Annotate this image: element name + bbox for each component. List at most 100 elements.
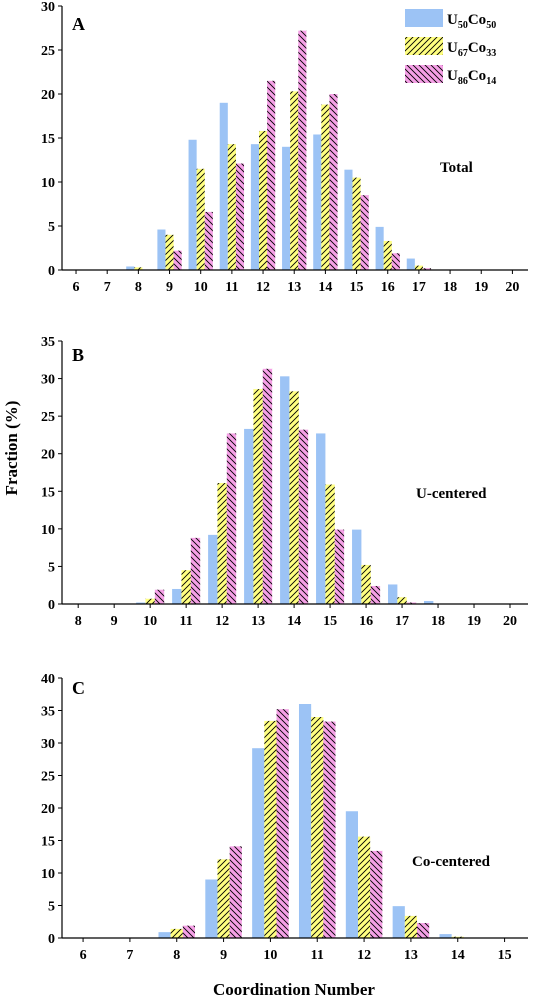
y-tick-label: 30 [41,373,55,388]
legend-u67co33-sub2: 33 [486,48,496,59]
x-tick-label: 19 [467,614,481,629]
x-tick-label: 13 [287,280,301,295]
bar-u86co14-cn11 [323,721,336,938]
bar-u50co50-cn14 [280,376,290,604]
bar-u67co33-cn10 [196,168,205,270]
y-tick-label: 0 [48,932,55,947]
bar-u67co33-cn16 [383,240,392,270]
bar-u67co33-cn15 [325,484,335,604]
bar-u86co14-cn12 [370,850,383,938]
legend-label-u86co14: U86Co14 [447,68,496,87]
bar-u67co33-cn17 [397,597,407,604]
y-tick-label: 15 [41,485,55,500]
bar-u50co50-cn9 [205,879,218,938]
bar-u67co33-cn13 [253,389,263,604]
panel-a-annotation: Total [440,160,473,176]
bar-u67co33-cn17 [414,265,423,270]
panel-b: B U-centered 0 5 10 15 20 25 30 35 8 9 10 11 12 13 14 1… [41,335,528,629]
legend-u67co33-base: U [447,40,458,56]
y-tick-label: 20 [41,802,55,817]
y-tick-label: 20 [41,448,55,463]
legend-u86co14-base: U [447,68,458,84]
x-tick-label: 15 [498,948,512,963]
x-tick-label: 13 [251,614,265,629]
panel-letter-c: C [72,678,85,698]
bar-u50co50-cn12 [250,144,259,270]
x-tick-label: 8 [135,280,142,295]
bar-u86co14-cn10 [276,709,289,938]
bar-u50co50-cn15 [316,433,326,604]
x-tick-label: 12 [357,948,371,963]
bars [136,368,434,604]
x-tick-label: 14 [451,948,465,963]
bar-u67co33-cn14 [451,936,464,938]
x-tick-label: 10 [194,280,208,295]
panel-b-annotation: U-centered [416,486,487,502]
x-tick-label: 12 [215,614,229,629]
bar-u86co14-cn9 [173,250,182,270]
x-tick-label: 19 [474,280,488,295]
y-tick-label: 15 [41,132,55,147]
y-tick-label: 35 [41,705,55,720]
y-tick-label: 10 [41,867,55,882]
y-tick-label: 10 [41,523,55,538]
legend-u86co14-sub1: 86 [458,76,468,87]
bar-u86co14-cn14 [298,429,309,604]
panel-c-annotation: Co-centered [412,854,491,870]
bar-u50co50-cn14 [439,934,452,938]
bar-u67co33-cn14 [289,391,299,604]
bars [158,704,464,938]
bar-u67co33-cn11 [311,717,324,938]
y-tick-label: 25 [41,44,55,59]
bar-u67co33-cn10 [145,598,155,604]
bar-u50co50-cn16 [375,226,384,270]
x-tick-label: 17 [412,280,426,295]
bar-u67co33-cn12 [217,483,227,604]
legend-u67co33-sub1: 67 [458,48,468,59]
y-tick-label: 5 [48,900,55,915]
legend-u50co50-sub2: 50 [486,20,496,31]
bar-u50co50-cn18 [424,600,434,604]
bar-u86co14-cn17 [422,268,432,270]
bar-u86co14-cn12 [226,433,237,604]
x-tick-label: 18 [443,280,457,295]
bar-u50co50-cn15 [344,169,353,270]
bar-u67co33-cn15 [352,177,361,270]
bar-u67co33-cn10 [264,720,277,938]
bar-u86co14-cn16 [370,585,381,604]
x-tick-label: 13 [404,948,418,963]
x-tick-label: 11 [225,280,238,295]
bar-u50co50-cn10 [188,139,197,270]
bar-u86co14-cn17 [406,602,417,604]
bar-u86co14-cn10 [154,589,165,604]
bar-u86co14-cn13 [262,368,273,604]
legend-u50co50-sub1: 50 [458,20,468,31]
x-tick-label: 18 [431,614,445,629]
y-tick-label: 5 [48,560,55,575]
bar-u67co33-cn14 [321,104,330,270]
bar-u50co50-cn16 [352,529,362,604]
y-tick-label: 40 [41,672,55,687]
bar-u86co14-cn10 [204,211,213,270]
bar-u86co14-cn13 [298,30,307,270]
x-tick-label: 9 [111,614,118,629]
bar-u86co14-cn11 [235,163,245,270]
bar-u50co50-cn13 [244,428,254,604]
bar-u86co14-cn9 [229,846,242,938]
bar-u67co33-cn11 [181,570,191,604]
x-tick-label: 16 [381,280,395,295]
x-tick-label: 12 [256,280,270,295]
x-tick-label: 20 [503,614,517,629]
bar-u50co50-cn17 [406,258,415,270]
bar-u67co33-cn8 [134,267,143,270]
legend-u67co33-mid: Co [468,40,486,56]
x-tick-label: 15 [350,280,364,295]
x-tick-label: 7 [126,948,133,963]
bar-u86co14-cn15 [360,195,369,270]
bars [126,30,432,270]
y-tick-label: 0 [48,598,55,613]
bar-u50co50-cn11 [172,588,182,604]
bar-u86co14-cn14 [329,94,338,270]
y-tick-label: 30 [41,737,55,752]
bar-u50co50-cn12 [208,534,218,604]
